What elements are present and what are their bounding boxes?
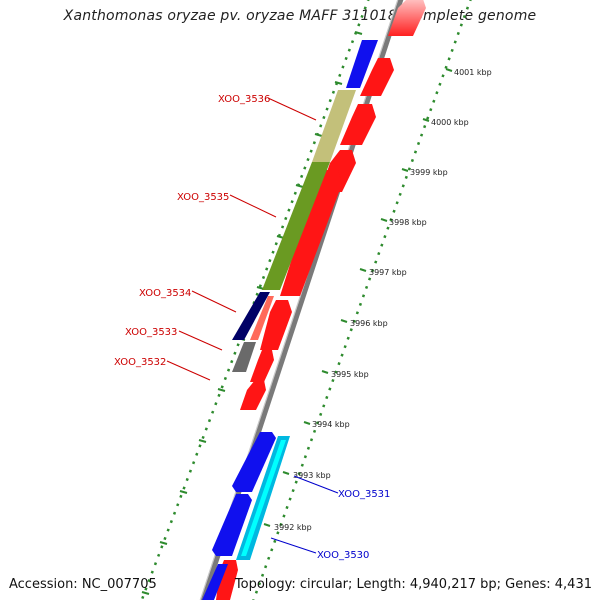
gene-arrow-reverse xyxy=(360,58,394,96)
tick-label-3998: 3998 kbp xyxy=(389,218,427,227)
gene-label-xoo-3530: XOO_3530 xyxy=(317,550,369,561)
gene-arrow-forward-cyan-highlight xyxy=(241,440,286,556)
reverse-leader-lines xyxy=(166,97,317,381)
tick-label-3996: 3996 kbp xyxy=(350,319,388,328)
gene-label-xoo-3535: XOO_3535 xyxy=(177,192,229,203)
gene-arrow-forward xyxy=(202,564,228,600)
tick-label-3993: 3993 kbp xyxy=(293,471,331,480)
gene-arrow-forward xyxy=(212,494,252,556)
tick-label-4000: 4000 kbp xyxy=(431,118,469,127)
tick-label-3997: 3997 kbp xyxy=(369,268,407,277)
gene-label-xoo-3534: XOO_3534 xyxy=(139,288,191,299)
gene-block-salmon xyxy=(250,296,274,340)
gene-block-gray xyxy=(232,342,256,372)
tick-label-3999: 3999 kbp xyxy=(410,168,448,177)
tick-label-3992: 3992 kbp xyxy=(274,523,312,532)
gene-arrow-forward xyxy=(232,432,276,492)
gene-arrow-reverse xyxy=(240,380,266,410)
tick-label-3994: 3994 kbp xyxy=(312,420,350,429)
inner-dotted-ruler xyxy=(252,0,472,600)
accession-text: Accession: NC_007705 xyxy=(9,577,157,592)
tick-label-3995: 3995 kbp xyxy=(331,370,369,379)
gene-block-olive xyxy=(262,162,330,290)
gene-label-xoo-3536: XOO_3536 xyxy=(218,94,270,105)
gene-block-blue xyxy=(346,40,378,88)
gene-block-navy xyxy=(232,292,270,340)
inner-ruler-dashes xyxy=(263,68,453,527)
gene-arrow-reverse xyxy=(250,350,274,382)
gene-label-xoo-3531: XOO_3531 xyxy=(338,489,390,500)
tick-label-4001: 4001 kbp xyxy=(454,68,492,77)
gene-arrow-reverse xyxy=(260,300,292,350)
gene-label-xoo-3533: XOO_3533 xyxy=(125,327,177,338)
topology-info: Topology: circular; Length: 4,940,217 bp… xyxy=(234,577,592,592)
gene-label-xoo-3532: XOO_3532 xyxy=(114,357,166,368)
gene-block-khaki xyxy=(312,90,356,162)
outer-dotted-ruler xyxy=(140,0,370,600)
gene-arrow-top-faded xyxy=(388,0,426,36)
gene-arrow-reverse xyxy=(280,170,342,296)
forward-leader-lines xyxy=(270,475,339,554)
gene-arrow-reverse xyxy=(340,104,376,145)
